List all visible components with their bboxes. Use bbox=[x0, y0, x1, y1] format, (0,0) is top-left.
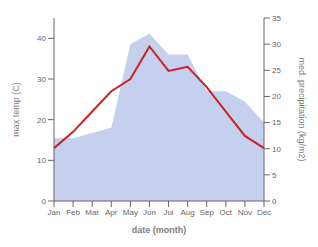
svg-text:Nov: Nov bbox=[238, 208, 252, 217]
svg-text:med. precipitation (kg/m2): med. precipitation (kg/m2) bbox=[297, 57, 307, 161]
svg-text:Jul: Jul bbox=[163, 208, 173, 217]
svg-text:35: 35 bbox=[272, 14, 281, 23]
svg-text:date (month): date (month) bbox=[132, 225, 187, 235]
svg-text:0: 0 bbox=[272, 197, 277, 206]
svg-text:10: 10 bbox=[37, 156, 46, 165]
svg-text:0: 0 bbox=[42, 197, 47, 206]
svg-text:Oct: Oct bbox=[220, 208, 233, 217]
svg-text:Dec: Dec bbox=[257, 208, 271, 217]
svg-text:Jan: Jan bbox=[48, 208, 61, 217]
svg-text:5: 5 bbox=[272, 171, 277, 180]
svg-text:Mar: Mar bbox=[85, 208, 99, 217]
svg-text:Sep: Sep bbox=[200, 208, 215, 217]
svg-text:Feb: Feb bbox=[66, 208, 80, 217]
svg-text:30: 30 bbox=[37, 75, 46, 84]
svg-text:20: 20 bbox=[272, 92, 281, 101]
svg-text:25: 25 bbox=[272, 66, 281, 75]
svg-text:40: 40 bbox=[37, 34, 46, 43]
svg-text:max temp (C): max temp (C) bbox=[11, 82, 21, 137]
svg-text:10: 10 bbox=[272, 145, 281, 154]
svg-text:Jun: Jun bbox=[143, 208, 156, 217]
svg-text:Aug: Aug bbox=[181, 208, 195, 217]
svg-text:Apr: Apr bbox=[105, 208, 118, 217]
svg-text:15: 15 bbox=[272, 118, 281, 127]
svg-text:May: May bbox=[123, 208, 138, 217]
svg-text:30: 30 bbox=[272, 40, 281, 49]
svg-text:20: 20 bbox=[37, 116, 46, 125]
